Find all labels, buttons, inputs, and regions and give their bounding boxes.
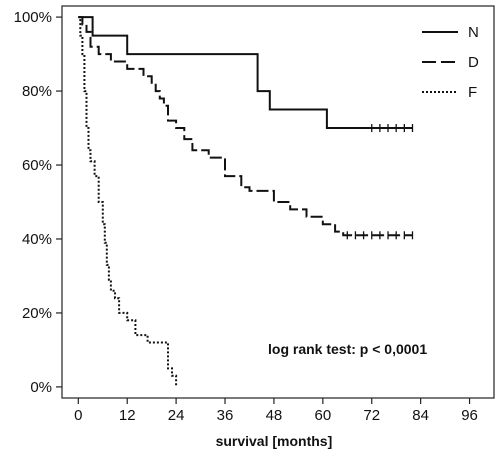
x-tick-label: 60 [314, 407, 331, 424]
legend-label-F: F [468, 84, 477, 101]
series-line-N [78, 16, 413, 129]
x-tick-label: 36 [217, 407, 234, 424]
legend-label-D: D [468, 54, 479, 71]
y-tick-label: 100% [14, 9, 52, 26]
series-line-D [78, 16, 413, 237]
x-tick-label: 84 [412, 407, 429, 424]
x-tick-label: 48 [266, 407, 283, 424]
y-tick-label: 80% [22, 83, 52, 100]
y-tick-label: 40% [22, 231, 52, 248]
plot-frame [61, 5, 495, 399]
series-lines [78, 16, 414, 387]
legend: NDF [422, 24, 479, 101]
y-tick-label: 20% [22, 305, 52, 322]
y-axis: 0% 20% 40% 60% 80% 100% [14, 9, 62, 396]
series-line-F [78, 16, 178, 387]
x-tick-label: 72 [363, 407, 380, 424]
legend-label-N: N [468, 24, 479, 41]
x-axis-label: survival [months] [216, 433, 333, 449]
x-tick-label: 0 [74, 407, 82, 424]
y-tick-label: 60% [22, 157, 52, 174]
y-tick-label: 0% [30, 379, 52, 396]
log-rank-annotation: log rank test: p < 0,0001 [268, 341, 427, 357]
x-axis: 0 12 24 36 48 60 72 84 96 [74, 398, 478, 424]
x-tick-label: 96 [461, 407, 478, 424]
x-tick-label: 12 [119, 407, 136, 424]
x-tick-label: 24 [168, 407, 185, 424]
